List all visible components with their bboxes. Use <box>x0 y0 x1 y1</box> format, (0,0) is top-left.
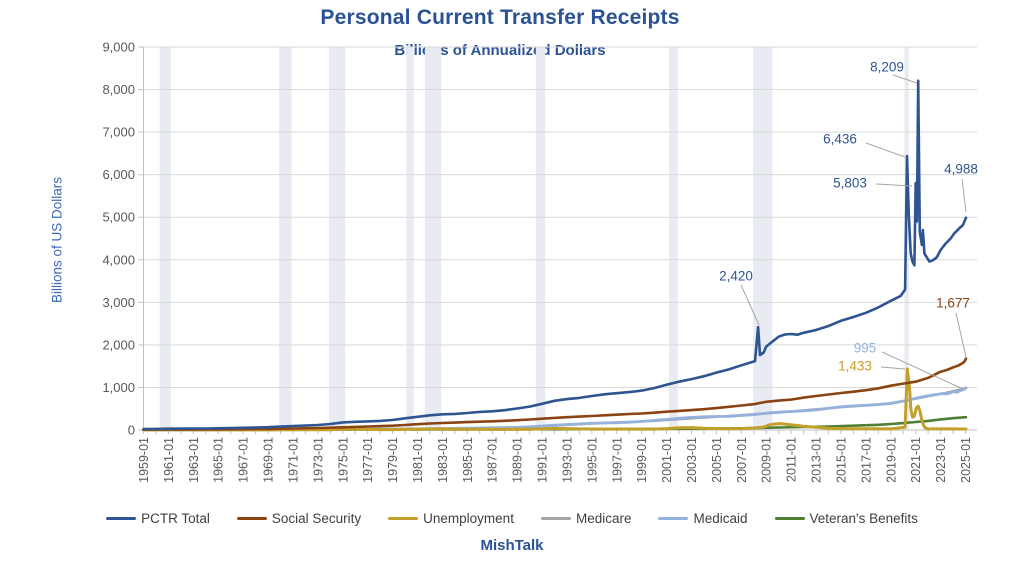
svg-text:1985-01: 1985-01 <box>461 437 475 483</box>
legend-label-unemployment: Unemployment <box>423 511 514 526</box>
legend-label-medicare: Medicare <box>575 511 632 526</box>
svg-text:2023-01: 2023-01 <box>934 437 948 483</box>
annotation-995: 995 <box>854 341 877 356</box>
svg-text:1975-01: 1975-01 <box>336 437 350 483</box>
svg-text:1977-01: 1977-01 <box>361 437 375 483</box>
legend-item-unemployment: Unemployment <box>388 511 514 526</box>
svg-text:1973-01: 1973-01 <box>311 437 325 483</box>
svg-text:8,000: 8,000 <box>102 82 135 97</box>
svg-text:2019-01: 2019-01 <box>884 437 898 483</box>
svg-text:1997-01: 1997-01 <box>610 437 624 483</box>
svg-text:1987-01: 1987-01 <box>486 437 500 483</box>
legend-label-pctr-total: PCTR Total <box>141 511 210 526</box>
svg-text:2003-01: 2003-01 <box>685 437 699 483</box>
svg-text:1,000: 1,000 <box>102 380 135 395</box>
legend-label-medicaid: Medicaid <box>693 511 748 526</box>
series-social-security <box>142 357 968 431</box>
svg-text:1963-01: 1963-01 <box>187 437 201 483</box>
svg-text:3,000: 3,000 <box>102 295 135 310</box>
y-axis-tick-labels: 0 1,000 2,000 3,000 4,000 5,000 6,000 7,000 8,00… <box>102 40 135 438</box>
svg-text:1967-01: 1967-01 <box>237 437 251 483</box>
svg-text:2015-01: 2015-01 <box>834 437 848 483</box>
svg-text:2001-01: 2001-01 <box>660 437 674 483</box>
legend: PCTR Total Social Security Unemployment Med… <box>0 511 1024 526</box>
legend-label-veteran-s-benefits: Veteran's Benefits <box>809 511 918 526</box>
svg-text:2017-01: 2017-01 <box>859 437 873 483</box>
svg-text:1959-01: 1959-01 <box>137 437 151 483</box>
axes <box>143 47 977 434</box>
svg-text:1961-01: 1961-01 <box>162 437 176 483</box>
svg-text:0: 0 <box>128 423 135 438</box>
chart-title: Personal Current Transfer Receipts <box>320 6 680 29</box>
svg-text:7,000: 7,000 <box>102 125 135 140</box>
svg-text:9,000: 9,000 <box>102 40 135 55</box>
legend-item-pctr-total: PCTR Total <box>106 511 210 526</box>
legend-swatch-medicaid <box>658 516 689 521</box>
svg-text:1989-01: 1989-01 <box>511 437 525 483</box>
svg-text:1965-01: 1965-01 <box>212 437 226 483</box>
brand-mishtalk: MishTalk <box>480 537 544 554</box>
legend-item-medicaid: Medicaid <box>658 511 748 526</box>
svg-text:6,000: 6,000 <box>102 167 135 182</box>
x-axis-tick-labels: 1959-01 1961-01 1963-01 1965-01 1967-01 1969-… <box>137 437 973 483</box>
svg-text:1979-01: 1979-01 <box>386 437 400 483</box>
svg-text:1995-01: 1995-01 <box>585 437 599 483</box>
legend-swatch-medicare <box>540 516 571 521</box>
svg-text:2009-01: 2009-01 <box>760 437 774 483</box>
svg-text:1971-01: 1971-01 <box>286 437 300 483</box>
annotation-1-677: 1,677 <box>936 296 970 311</box>
svg-text:4,000: 4,000 <box>102 252 135 267</box>
svg-text:2005-01: 2005-01 <box>710 437 724 483</box>
series-unemployment <box>142 367 968 432</box>
svg-text:1983-01: 1983-01 <box>436 437 450 483</box>
annotation-8-209: 8,209 <box>870 60 904 75</box>
series-pctr-total <box>142 79 968 431</box>
legend-swatch-unemployment <box>388 516 419 521</box>
legend-swatch-social-security <box>236 516 267 521</box>
svg-text:5,000: 5,000 <box>102 210 135 225</box>
legend-swatch-pctr-total <box>106 516 137 521</box>
svg-text:2025-01: 2025-01 <box>959 437 973 483</box>
recession-bands <box>159 47 909 430</box>
svg-text:2013-01: 2013-01 <box>810 437 824 483</box>
svg-text:2,000: 2,000 <box>102 337 135 352</box>
legend-item-veteran-s-benefits: Veteran's Benefits <box>774 511 918 526</box>
line-chart-canvas: 0 1,000 2,000 3,000 4,000 5,000 6,000 7,000 8,00… <box>102 40 978 483</box>
legend-swatch-veteran-s-benefits <box>774 516 805 521</box>
svg-text:1999-01: 1999-01 <box>635 437 649 483</box>
svg-text:1991-01: 1991-01 <box>536 437 550 483</box>
legend-item-social-security: Social Security <box>236 511 362 526</box>
svg-text:2007-01: 2007-01 <box>735 437 749 483</box>
annotation-4-988: 4,988 <box>944 162 978 177</box>
annotation-1-433: 1,433 <box>838 359 872 374</box>
svg-text:1993-01: 1993-01 <box>560 437 574 483</box>
annotations: 8,209 6,436 5,803 4,988 2,420 1,677 995 1,433 <box>719 60 978 390</box>
svg-text:2011-01: 2011-01 <box>785 437 799 482</box>
legend-label-social-security: Social Security <box>271 511 362 526</box>
gridlines <box>138 46 977 431</box>
annotation-5-803: 5,803 <box>833 176 867 191</box>
annotation-2-420: 2,420 <box>719 269 753 284</box>
chart-subtitle: Billions of Annualized Dollars <box>394 42 606 59</box>
legend-item-medicare: Medicare <box>540 511 632 526</box>
svg-text:1981-01: 1981-01 <box>411 437 425 483</box>
annotation-6-436: 6,436 <box>823 132 857 147</box>
svg-text:1969-01: 1969-01 <box>262 437 276 483</box>
svg-text:2021-01: 2021-01 <box>909 437 923 483</box>
